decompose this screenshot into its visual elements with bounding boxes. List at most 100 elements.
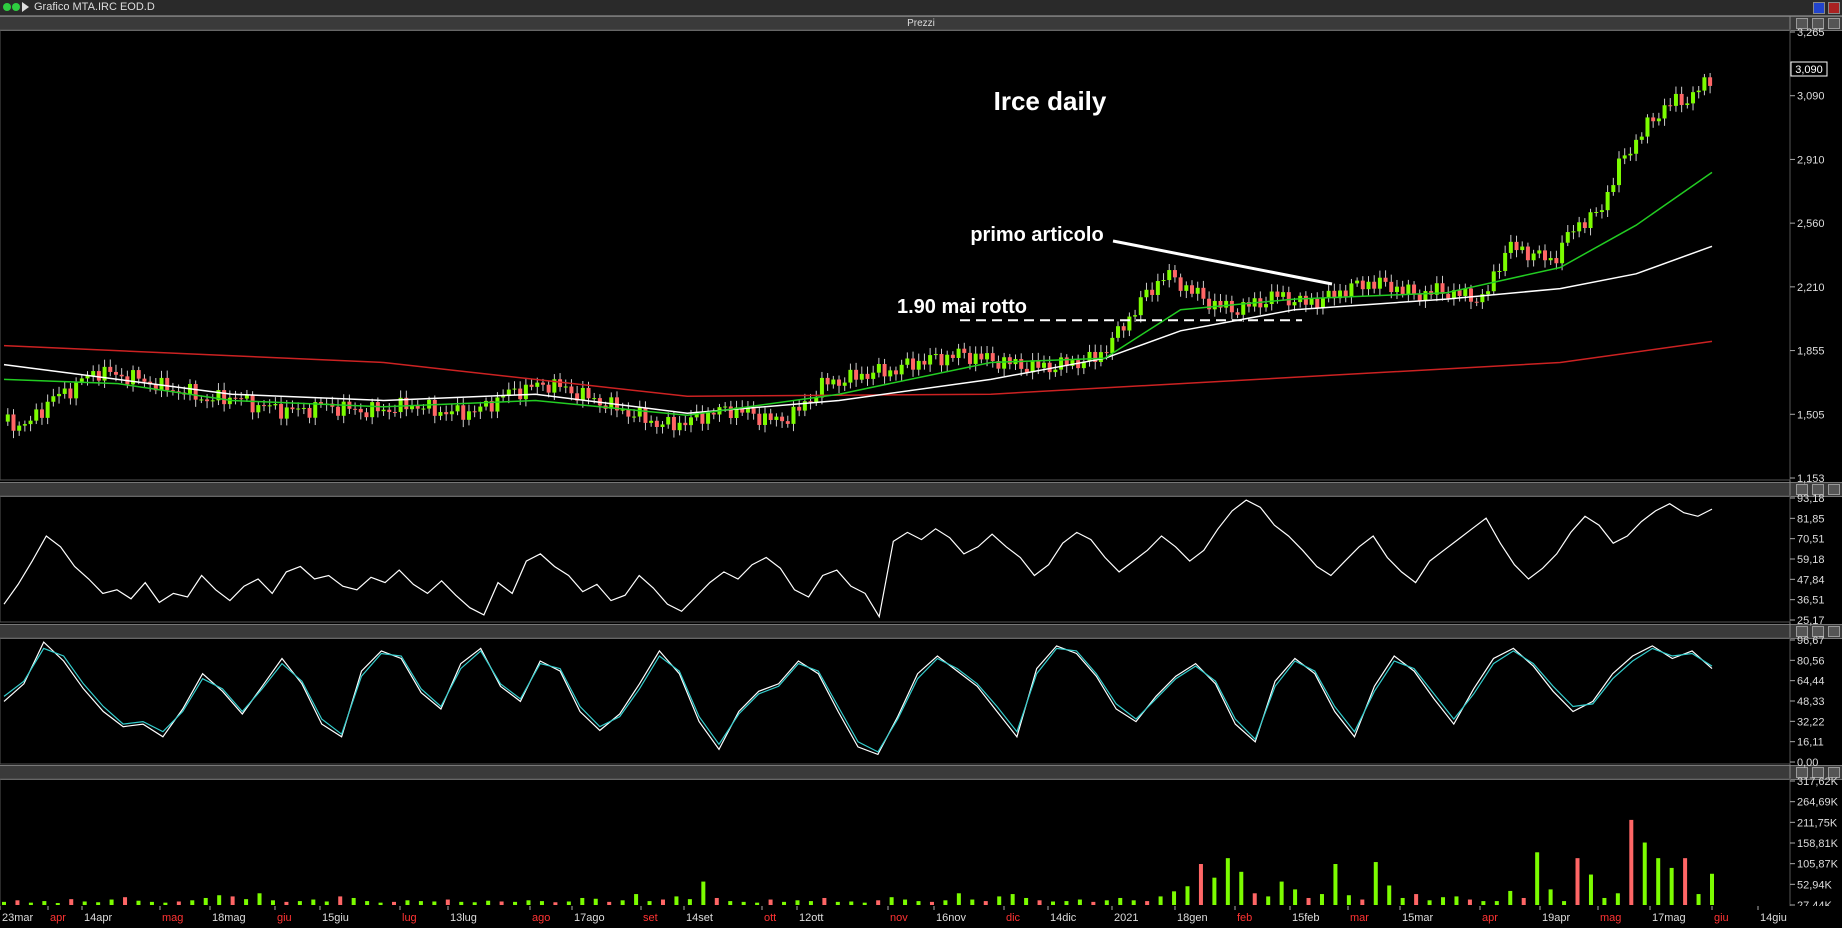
panel-minimize-icon[interactable] (1796, 767, 1808, 778)
x-tick-label: feb (1237, 912, 1252, 924)
volume-bar (1212, 877, 1217, 905)
candle-body (1662, 105, 1667, 119)
volume-bar (1225, 858, 1230, 905)
play-icon[interactable] (22, 2, 29, 12)
candle-body (45, 401, 50, 418)
volume-bar (459, 901, 464, 905)
status-green-icon (12, 3, 20, 11)
candle-body (341, 401, 346, 416)
volume-bar (1024, 897, 1029, 905)
volume-bar (1454, 896, 1459, 905)
candle-body (1081, 361, 1086, 369)
volume-bar (687, 899, 692, 905)
candle-body (387, 409, 392, 412)
volume-bar (782, 901, 787, 905)
candle-body (1423, 291, 1428, 301)
candle-body (11, 414, 16, 431)
volume-bar (1481, 901, 1486, 905)
candle-body (1087, 351, 1092, 362)
candle-body (165, 377, 170, 391)
volume-bar (1629, 819, 1634, 905)
volume-bar (1414, 894, 1419, 905)
candle-body (1702, 77, 1707, 91)
volume-bar (1494, 901, 1499, 905)
panel-minimize-icon[interactable] (1796, 18, 1808, 29)
candle-body (1019, 359, 1024, 369)
candle-body (1628, 153, 1633, 156)
last-price-label: 3,090 (1795, 64, 1823, 76)
panel-maximize-icon[interactable] (1812, 626, 1824, 637)
volume-bar (270, 900, 275, 905)
candle-body (1656, 118, 1661, 122)
candle-body (660, 424, 665, 427)
candle-body (637, 407, 642, 417)
panel-frame (0, 637, 1791, 765)
candle-body (1076, 360, 1081, 369)
y-tick-label: 81,85 (1797, 513, 1825, 525)
candle-body (193, 383, 198, 400)
panel-close-icon[interactable] (1828, 767, 1840, 778)
candle-body (1178, 277, 1183, 291)
panel-close-icon[interactable] (1828, 484, 1840, 495)
window-restore-icon[interactable] (1813, 2, 1825, 14)
candle-body (859, 373, 864, 380)
panel-maximize-icon[interactable] (1812, 18, 1824, 29)
candle-body (745, 408, 750, 413)
candle-body (620, 409, 625, 411)
candle-body (985, 353, 990, 360)
candle-body (1446, 293, 1451, 299)
candle-body (1355, 280, 1360, 284)
candle-body (1007, 357, 1012, 365)
candle-body (176, 391, 181, 393)
volume-bar (634, 894, 639, 905)
candle-body (421, 408, 426, 410)
volume-bar (1185, 886, 1190, 905)
candle-body (854, 369, 859, 380)
panel-minimize-icon[interactable] (1796, 484, 1808, 495)
candle-body (5, 414, 10, 422)
candle-body (939, 354, 944, 366)
x-tick-label: 15mar (1402, 912, 1434, 924)
x-tick-label: 14dic (1050, 912, 1077, 924)
y-tick-label: 47,84 (1797, 574, 1825, 586)
candle-body (797, 406, 802, 411)
volume-bar (230, 896, 235, 905)
candle-body (780, 416, 785, 422)
ema-mid-line (3, 245, 1713, 414)
candle-body (1133, 315, 1138, 317)
candle-body (1201, 287, 1206, 299)
candle-body (279, 404, 284, 419)
volume-bar (1602, 897, 1607, 905)
volume-bar (539, 901, 544, 905)
candle-body (404, 397, 409, 410)
volume-bar (929, 901, 934, 905)
candle-body (1514, 241, 1519, 251)
candle-body (313, 402, 318, 418)
volume-bar (943, 900, 948, 905)
volume-bar (1319, 894, 1324, 905)
y-tick-label: 0,00 (1797, 757, 1818, 769)
candle-body (449, 411, 454, 415)
volume-bar (970, 899, 975, 905)
candle-body (1235, 312, 1240, 315)
candle-body (364, 412, 369, 418)
window-close-icon[interactable] (1828, 2, 1840, 14)
oscillator-panel (3, 499, 1713, 619)
panel-maximize-icon[interactable] (1812, 484, 1824, 495)
y-tick-label: 3,090 (1797, 91, 1825, 103)
volume-bar (1158, 896, 1163, 905)
panel-close-icon[interactable] (1828, 18, 1840, 29)
volume-bar (1172, 891, 1177, 905)
panel-close-icon[interactable] (1828, 626, 1840, 637)
candle-body (239, 398, 244, 400)
panel-maximize-icon[interactable] (1812, 767, 1824, 778)
volume-bar (257, 893, 262, 905)
panel-minimize-icon[interactable] (1796, 626, 1808, 637)
volume-bar (835, 901, 840, 905)
y-tick-label: 32,22 (1797, 716, 1825, 728)
candle-body (1144, 289, 1149, 298)
candle-body (1673, 93, 1678, 106)
candle-body (1617, 158, 1622, 186)
volume-bar (499, 901, 504, 905)
